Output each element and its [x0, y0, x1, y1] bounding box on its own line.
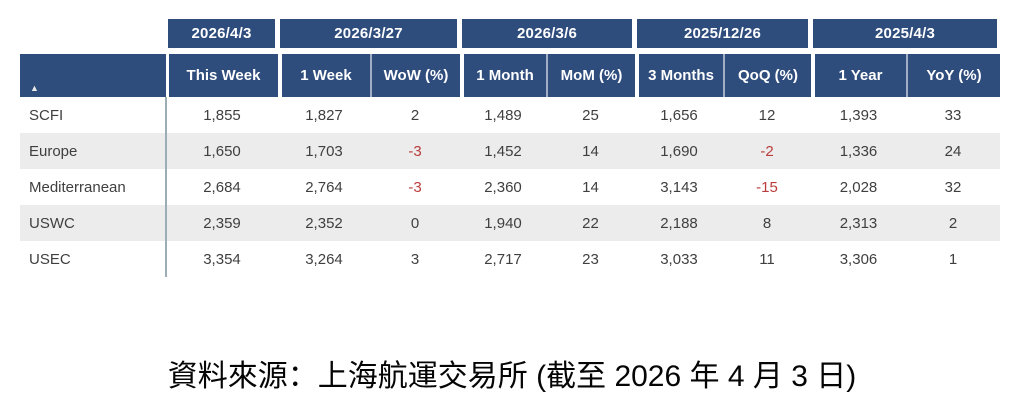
table-header-row: ▲ This Week 1 Week WoW (%) 1 Month MoM (… [20, 54, 1000, 97]
value-cell: 3,143 [660, 178, 698, 196]
freight-index-table: 2026/4/3 2026/3/27 2026/3/6 2025/12/26 2… [20, 19, 1000, 277]
table-row-scfi[interactable]: SCFI 1,855 1,827 2 1,489 25 1,656 12 1,3… [20, 97, 1000, 133]
value-cell: 2,360 [484, 178, 522, 196]
table-row-europe[interactable]: Europe 1,650 1,703 -3 1,452 14 1,690 -2 … [20, 133, 1000, 169]
value-cell: 2,717 [484, 250, 522, 268]
value-cell: 3,306 [839, 250, 878, 268]
value-cell: 1,656 [660, 106, 698, 124]
value-cell: -2 [760, 142, 774, 160]
value-cell: -15 [756, 178, 778, 196]
value-cell: 2,188 [660, 214, 698, 232]
value-cell: 14 [582, 178, 599, 196]
value-cell: 2,764 [305, 178, 343, 196]
value-cell: 24 [944, 142, 962, 160]
value-cell: 2 [948, 214, 958, 232]
column-header-mom[interactable]: MoM (%) [546, 54, 635, 97]
date-group-header[interactable]: 2026/3/6 [462, 19, 632, 48]
value-cell: 2,684 [203, 178, 241, 196]
value-cell: 3,354 [203, 250, 241, 268]
value-cell: 1,489 [484, 106, 522, 124]
table-row-uswc[interactable]: USWC 2,359 2,352 0 1,940 22 2,188 8 2,31… [20, 205, 1000, 241]
value-cell: 3 [410, 250, 420, 268]
row-label: Europe [29, 142, 78, 160]
value-cell: 1,940 [484, 214, 522, 232]
value-cell: 2,313 [839, 214, 878, 232]
column-header-this-week[interactable]: This Week [166, 54, 278, 97]
value-cell: 1 [948, 250, 958, 268]
row-label-header[interactable]: ▲ [20, 54, 166, 97]
value-cell: 2,352 [305, 214, 343, 232]
column-header-3-months[interactable]: 3 Months [635, 54, 723, 97]
column-header-1-year[interactable]: 1 Year [811, 54, 906, 97]
row-label: USEC [29, 250, 71, 268]
value-cell: 33 [944, 106, 962, 124]
value-cell: 22 [582, 214, 599, 232]
value-cell: 23 [582, 250, 599, 268]
value-cell: 2 [410, 106, 420, 124]
date-group-header[interactable]: 2025/4/3 [813, 19, 997, 48]
row-label: SCFI [29, 106, 64, 124]
value-cell: 1,703 [305, 142, 343, 160]
value-cell: 14 [582, 142, 599, 160]
value-cell: 1,855 [203, 106, 241, 124]
value-cell: 8 [762, 214, 772, 232]
date-group-header[interactable]: 2025/12/26 [637, 19, 808, 48]
table-row-usec[interactable]: USEC 3,354 3,264 3 2,717 23 3,033 11 3,3… [20, 241, 1000, 277]
value-cell: -3 [408, 178, 422, 196]
value-cell: 1,452 [484, 142, 522, 160]
column-header-qoq[interactable]: QoQ (%) [723, 54, 811, 97]
value-cell: 1,690 [660, 142, 698, 160]
value-cell: -3 [408, 142, 422, 160]
date-band-row: 2026/4/3 2026/3/27 2026/3/6 2025/12/26 2… [20, 19, 1000, 48]
date-group-header[interactable]: 2026/3/27 [280, 19, 457, 48]
value-cell: 0 [410, 214, 420, 232]
value-cell: 3,264 [305, 250, 343, 268]
column-divider [165, 97, 167, 277]
value-cell: 25 [582, 106, 599, 124]
column-header-wow[interactable]: WoW (%) [370, 54, 460, 97]
value-cell: 12 [758, 106, 776, 124]
column-header-1-week[interactable]: 1 Week [278, 54, 370, 97]
value-cell: 1,827 [305, 106, 343, 124]
column-header-yoy[interactable]: YoY (%) [906, 54, 1000, 97]
value-cell: 3,033 [660, 250, 698, 268]
value-cell: 2,028 [839, 178, 878, 196]
date-group-header[interactable]: 2026/4/3 [168, 19, 275, 48]
value-cell: 32 [944, 178, 962, 196]
row-label: Mediterranean [29, 178, 126, 196]
value-cell: 1,393 [839, 106, 878, 124]
source-caption: 資料來源：上海航運交易所 (截至 2026 年 4 月 3 日) [167, 360, 857, 393]
value-cell: 2,359 [203, 214, 241, 232]
value-cell: 11 [759, 250, 775, 268]
column-header-1-month[interactable]: 1 Month [460, 54, 546, 97]
sort-ascending-icon: ▲ [30, 83, 39, 93]
value-cell: 1,336 [839, 142, 878, 160]
table-row-mediterranean[interactable]: Mediterranean 2,684 2,764 -3 2,360 14 3,… [20, 169, 1000, 205]
value-cell: 1,650 [203, 142, 241, 160]
row-label: USWC [29, 214, 75, 232]
